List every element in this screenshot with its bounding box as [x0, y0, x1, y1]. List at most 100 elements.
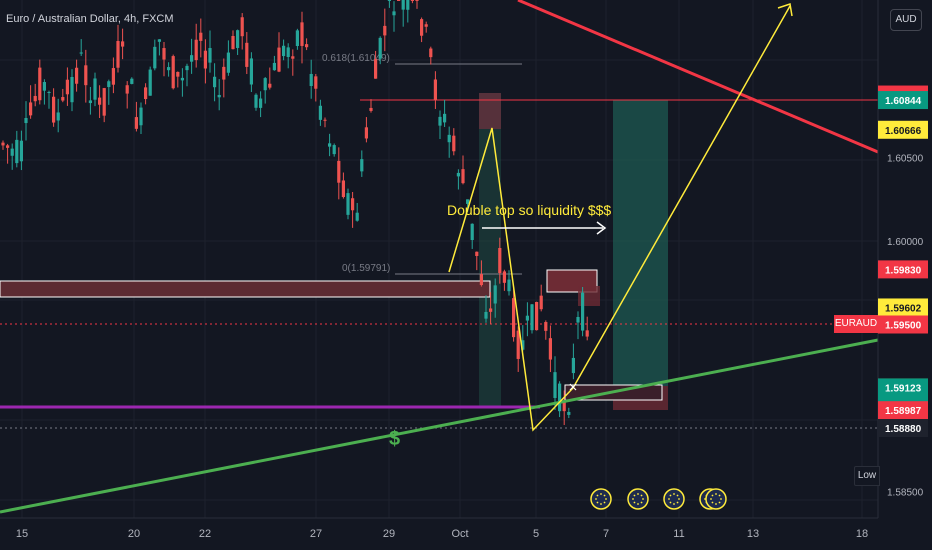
downtrend-line — [517, 0, 879, 154]
current-symbol-label: EURAUD — [834, 315, 878, 333]
candle-body — [581, 292, 585, 331]
candle-body — [52, 96, 56, 123]
flag-star — [596, 494, 599, 497]
price-tag-label: 1.60844 — [885, 96, 922, 107]
candle-body — [240, 17, 244, 37]
candle-body — [111, 68, 115, 85]
flag-star — [595, 498, 597, 500]
candle-body — [263, 78, 267, 91]
flag-star — [715, 503, 717, 505]
eu-flag-icon — [663, 488, 685, 510]
time-tick-label: 29 — [383, 528, 395, 540]
candle-body — [194, 39, 198, 61]
candle-body — [6, 145, 10, 148]
candle-body — [498, 248, 502, 274]
price-tick-label: 1.60500 — [887, 154, 924, 165]
candle-body — [259, 98, 263, 108]
candle-body — [286, 47, 290, 57]
flag-star — [678, 498, 680, 500]
price-tick-label: 1.60000 — [887, 237, 924, 248]
flag-star — [669, 494, 672, 497]
flag-star — [603, 494, 606, 497]
candle-body — [116, 41, 120, 68]
candle-body — [19, 140, 23, 162]
flag-star — [596, 501, 599, 504]
candle-body — [249, 58, 253, 85]
candle-body — [295, 30, 299, 47]
time-tick-label: Oct — [451, 528, 468, 540]
candle-body — [134, 117, 138, 129]
candle-body — [157, 39, 161, 42]
candle-body — [125, 85, 129, 94]
flag-star — [668, 498, 670, 500]
candle-body — [461, 169, 465, 184]
candle-body — [415, 0, 419, 1]
price-axis: 1.605001.600001.585001.608771.608451.608… — [877, 0, 932, 550]
candle-body — [456, 172, 460, 177]
candle-body — [576, 316, 580, 323]
eu-flag-icon — [627, 488, 649, 510]
candle-body — [208, 48, 212, 63]
candle-body — [364, 127, 368, 139]
chart-title: Euro / Australian Dollar, 4h, FXCM — [6, 13, 174, 25]
candle-body — [213, 76, 217, 88]
candle-body — [222, 66, 226, 80]
candle-body — [351, 198, 355, 211]
candle-body — [383, 25, 387, 36]
order-block-left — [0, 280, 491, 298]
flag-star — [676, 501, 679, 504]
candle-body — [107, 81, 111, 88]
candle-body — [433, 79, 437, 100]
time-tick-label: 7 — [603, 528, 609, 540]
candle-body — [309, 73, 313, 87]
dollar-mark: $ — [389, 428, 400, 450]
candle-body — [29, 102, 33, 116]
current-price-tag — [878, 315, 928, 334]
flag-star — [720, 498, 722, 500]
candle-body — [438, 116, 442, 126]
candle-body — [502, 271, 506, 283]
price-tag — [878, 419, 928, 438]
candle-body — [88, 100, 92, 104]
entry-cross-b — [569, 383, 577, 391]
candle-body — [305, 44, 309, 48]
candle-body — [139, 107, 143, 126]
candle-body — [153, 46, 157, 69]
candle-body — [291, 56, 295, 59]
flag-star — [605, 498, 607, 500]
currency-button[interactable]: AUD — [890, 9, 922, 31]
candle-body — [489, 308, 493, 312]
candle-body — [277, 47, 281, 72]
price-tag — [878, 120, 928, 139]
flag-star — [710, 498, 712, 500]
candle-body — [530, 304, 534, 331]
candle-body — [24, 118, 28, 124]
candle-body — [231, 36, 235, 50]
candle-body — [185, 65, 189, 71]
candle-body — [199, 32, 203, 41]
time-tick-label: 27 — [310, 528, 322, 540]
time-tick-label: 22 — [199, 528, 211, 540]
candle-body — [70, 76, 74, 103]
price-tag — [878, 260, 928, 279]
flag-star — [718, 494, 721, 497]
candle-body — [429, 48, 433, 58]
price-tag-label: 1.59830 — [885, 265, 922, 276]
time-tick-label: 20 — [128, 528, 140, 540]
candle-body — [79, 52, 83, 54]
flag-star — [715, 493, 717, 495]
price-tag — [878, 378, 928, 397]
price-tag — [878, 91, 928, 110]
uptrend-line — [0, 338, 879, 514]
candle-body — [585, 330, 589, 337]
candle-body — [571, 357, 575, 374]
flag-star — [637, 503, 639, 505]
candle-body — [512, 298, 516, 338]
candle-body — [341, 180, 345, 198]
candle-body — [272, 62, 276, 71]
candle-body — [553, 372, 557, 398]
flag-star — [637, 493, 639, 495]
candle-body — [61, 97, 65, 101]
